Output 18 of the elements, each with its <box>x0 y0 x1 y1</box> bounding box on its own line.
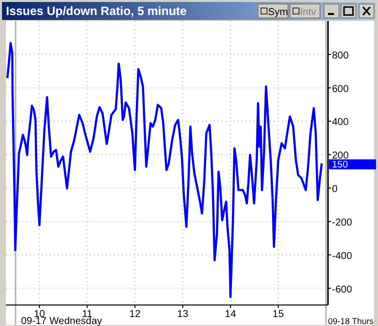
x-tick-label: 14 <box>224 309 236 320</box>
x-tick-label: 13 <box>177 309 189 320</box>
x-tick-label: 12 <box>129 309 141 320</box>
y-tick-label: 400 <box>332 117 350 128</box>
y-tick-label: 800 <box>332 50 350 62</box>
line-series <box>6 42 323 298</box>
y-tick-label: -200 <box>332 217 352 228</box>
text: 150 <box>332 159 348 170</box>
ref-line-label: 09-18 Thurs <box>328 316 374 326</box>
text: Intv <box>300 7 316 18</box>
y-tick-label: 600 <box>332 84 350 95</box>
text: Sym <box>268 7 288 18</box>
chart-title: Issues Up/down Ratio, 5 minute <box>6 4 188 18</box>
x-tick-label: 15 <box>272 309 284 320</box>
y-tick-label: -600 <box>332 284 352 296</box>
y-tick-label: 0 <box>332 184 338 196</box>
y-tick-label: -400 <box>332 250 352 262</box>
y-tick-label: 200 <box>332 150 350 162</box>
